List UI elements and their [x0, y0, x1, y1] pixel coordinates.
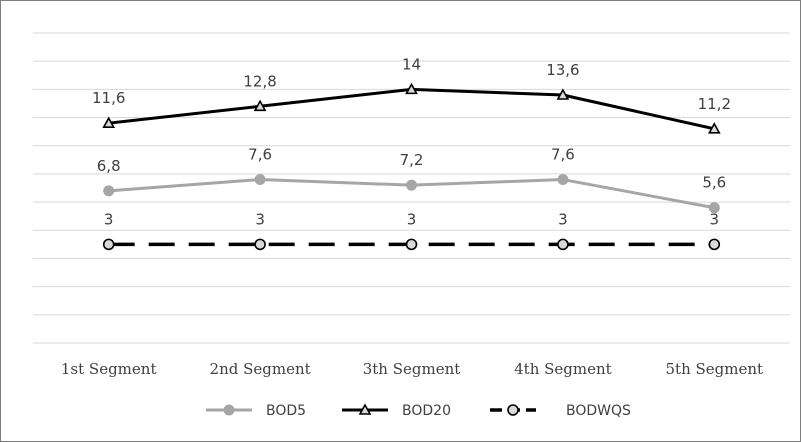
x-tick-label-2: 2nd Segment — [210, 360, 311, 378]
data-label-bod5-5: 5,6 — [702, 174, 726, 192]
data-label-bodwqs-4: 3 — [558, 210, 568, 228]
data-point-bod20-4 — [556, 88, 570, 100]
legend-label-bod5: BOD5 — [266, 403, 306, 419]
data-point-bodwqs-4 — [557, 238, 569, 251]
data-label-bod20-3: 14 — [402, 55, 421, 73]
x-tick-label-1: 1st Segment — [61, 360, 157, 378]
data-point-bod5-2 — [254, 174, 266, 186]
data-point-bodwqs-3 — [405, 238, 418, 251]
data-point-bod5-3 — [406, 179, 417, 191]
legend-label-bod20: BOD20 — [402, 403, 451, 419]
legend-marker-bod5 — [223, 404, 235, 416]
series-line-bod20 — [108, 87, 715, 131]
data-point-bodwqs-1 — [102, 238, 115, 251]
data-point-bod20-5 — [707, 122, 721, 134]
data-label-bod5-1: 6,8 — [97, 157, 121, 175]
x-tick-label-5: 5th Segment — [666, 360, 764, 378]
data-label-bodwqs-5: 3 — [710, 210, 720, 228]
data-label-bod5-3: 7,2 — [400, 151, 424, 169]
data-point-bodwqs-2 — [254, 238, 266, 251]
data-point-bod20-1 — [102, 116, 116, 128]
data-point-bod20-3 — [405, 82, 418, 95]
data-label-bod20-4: 13,6 — [546, 61, 579, 79]
data-point-bod5-5 — [708, 202, 720, 214]
data-point-bod5-4 — [557, 174, 569, 186]
data-label-bodwqs-2: 3 — [255, 210, 265, 228]
x-tick-label-4: 4th Segment — [514, 360, 612, 378]
data-label-bod5-4: 7,6 — [551, 146, 575, 164]
data-point-bodwqs-5 — [708, 238, 721, 251]
data-label-bodwqs-1: 3 — [104, 210, 114, 228]
data-label-bodwqs-3: 3 — [407, 210, 417, 228]
data-label-bod20-1: 11,6 — [92, 89, 125, 107]
legend-marker-bodwqs — [507, 404, 519, 416]
data-label-bod20-2: 12,8 — [243, 72, 276, 90]
data-label-bod5-2: 7,6 — [248, 146, 272, 164]
data-point-bod5-1 — [103, 185, 115, 197]
data-label-bod20-5: 11,2 — [698, 95, 731, 113]
legend-label-bodwqs: BODWQS — [566, 403, 631, 419]
data-point-bod20-2 — [253, 99, 267, 112]
x-tick-label-3: 3th Segment — [363, 360, 461, 378]
legend-marker-bod20 — [358, 403, 372, 415]
